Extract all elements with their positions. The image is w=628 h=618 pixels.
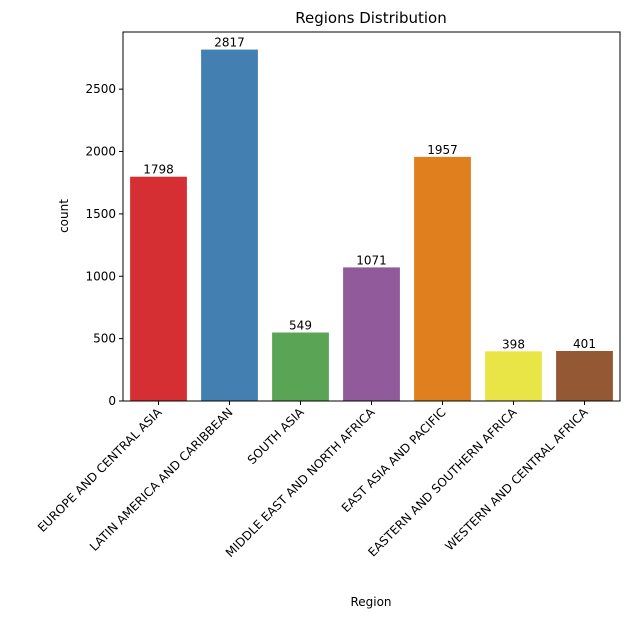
data-label: 398 — [502, 337, 525, 351]
data-label: 1957 — [427, 143, 458, 157]
y-tick-label: 2000 — [85, 145, 116, 159]
bar — [130, 176, 187, 401]
data-label: 549 — [289, 319, 312, 333]
x-tick-label: MIDDLE EAST AND NORTH AFRICA — [223, 405, 378, 560]
bar — [272, 332, 329, 401]
y-tick-label: 2500 — [85, 82, 116, 96]
y-tick-label: 0 — [108, 394, 116, 408]
x-tick-label: LATIN AMERICA AND CARIBBEAN — [87, 405, 236, 554]
bar — [556, 350, 613, 401]
x-axis-label: Region — [350, 595, 391, 609]
data-label: 1798 — [143, 163, 174, 177]
x-tick-label: EASTERN AND SOUTHERN AFRICA — [365, 405, 520, 560]
bar — [201, 49, 258, 402]
chart-title: Regions Distribution — [295, 9, 446, 27]
plot-area: 1798 2817 549 1071 1957 398 401 0 500 1000 1500 200… — [35, 31, 621, 560]
x-tick-label: EUROPE AND CENTRAL ASIA — [35, 405, 165, 535]
y-axis-label: count — [57, 199, 71, 233]
data-label: 2817 — [214, 36, 245, 50]
x-tick-label: WESTERN AND CENTRAL AFRICA — [442, 405, 591, 554]
data-label: 401 — [573, 337, 596, 351]
y-tick-label: 1500 — [85, 207, 116, 221]
data-label: 1071 — [356, 253, 387, 267]
bar — [485, 351, 542, 401]
bar — [343, 267, 400, 401]
y-tick-label: 1000 — [85, 269, 116, 283]
y-tick-label: 500 — [93, 332, 116, 346]
bar — [414, 156, 471, 401]
x-tick-label: SOUTH ASIA — [245, 405, 307, 467]
